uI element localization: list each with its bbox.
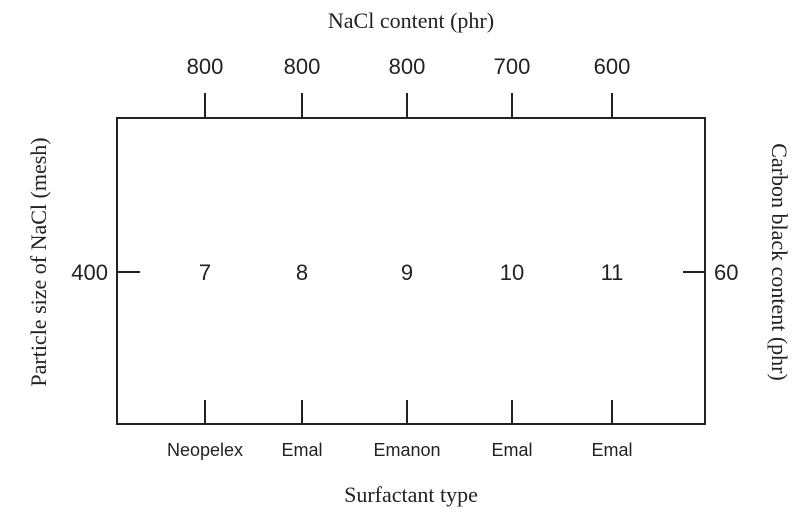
surfactant-type: Emal bbox=[591, 440, 632, 460]
run-number: 10 bbox=[500, 260, 524, 285]
run-number: 11 bbox=[601, 260, 624, 285]
run-number: 8 bbox=[296, 260, 308, 285]
top-title: NaCl content (phr) bbox=[328, 8, 494, 33]
run-number: 7 bbox=[199, 260, 211, 285]
surfactant-type: Emal bbox=[491, 440, 532, 460]
run-number: 9 bbox=[401, 260, 413, 285]
surfactant-type: Emanon bbox=[373, 440, 440, 460]
right-title: Carbon black content (phr) bbox=[767, 143, 792, 381]
left-value: 400 bbox=[71, 260, 108, 285]
bottom-title: Surfactant type bbox=[344, 482, 478, 507]
nacl-content: 700 bbox=[494, 54, 531, 79]
left-title: Particle size of NaCl (mesh) bbox=[26, 137, 51, 386]
nacl-content: 800 bbox=[389, 54, 426, 79]
right-value: 60 bbox=[714, 260, 738, 285]
nacl-content: 600 bbox=[594, 54, 631, 79]
nacl-content: 800 bbox=[187, 54, 224, 79]
nacl-content: 800 bbox=[284, 54, 321, 79]
surfactant-type: Emal bbox=[281, 440, 322, 460]
surfactant-type: Neopelex bbox=[167, 440, 243, 460]
